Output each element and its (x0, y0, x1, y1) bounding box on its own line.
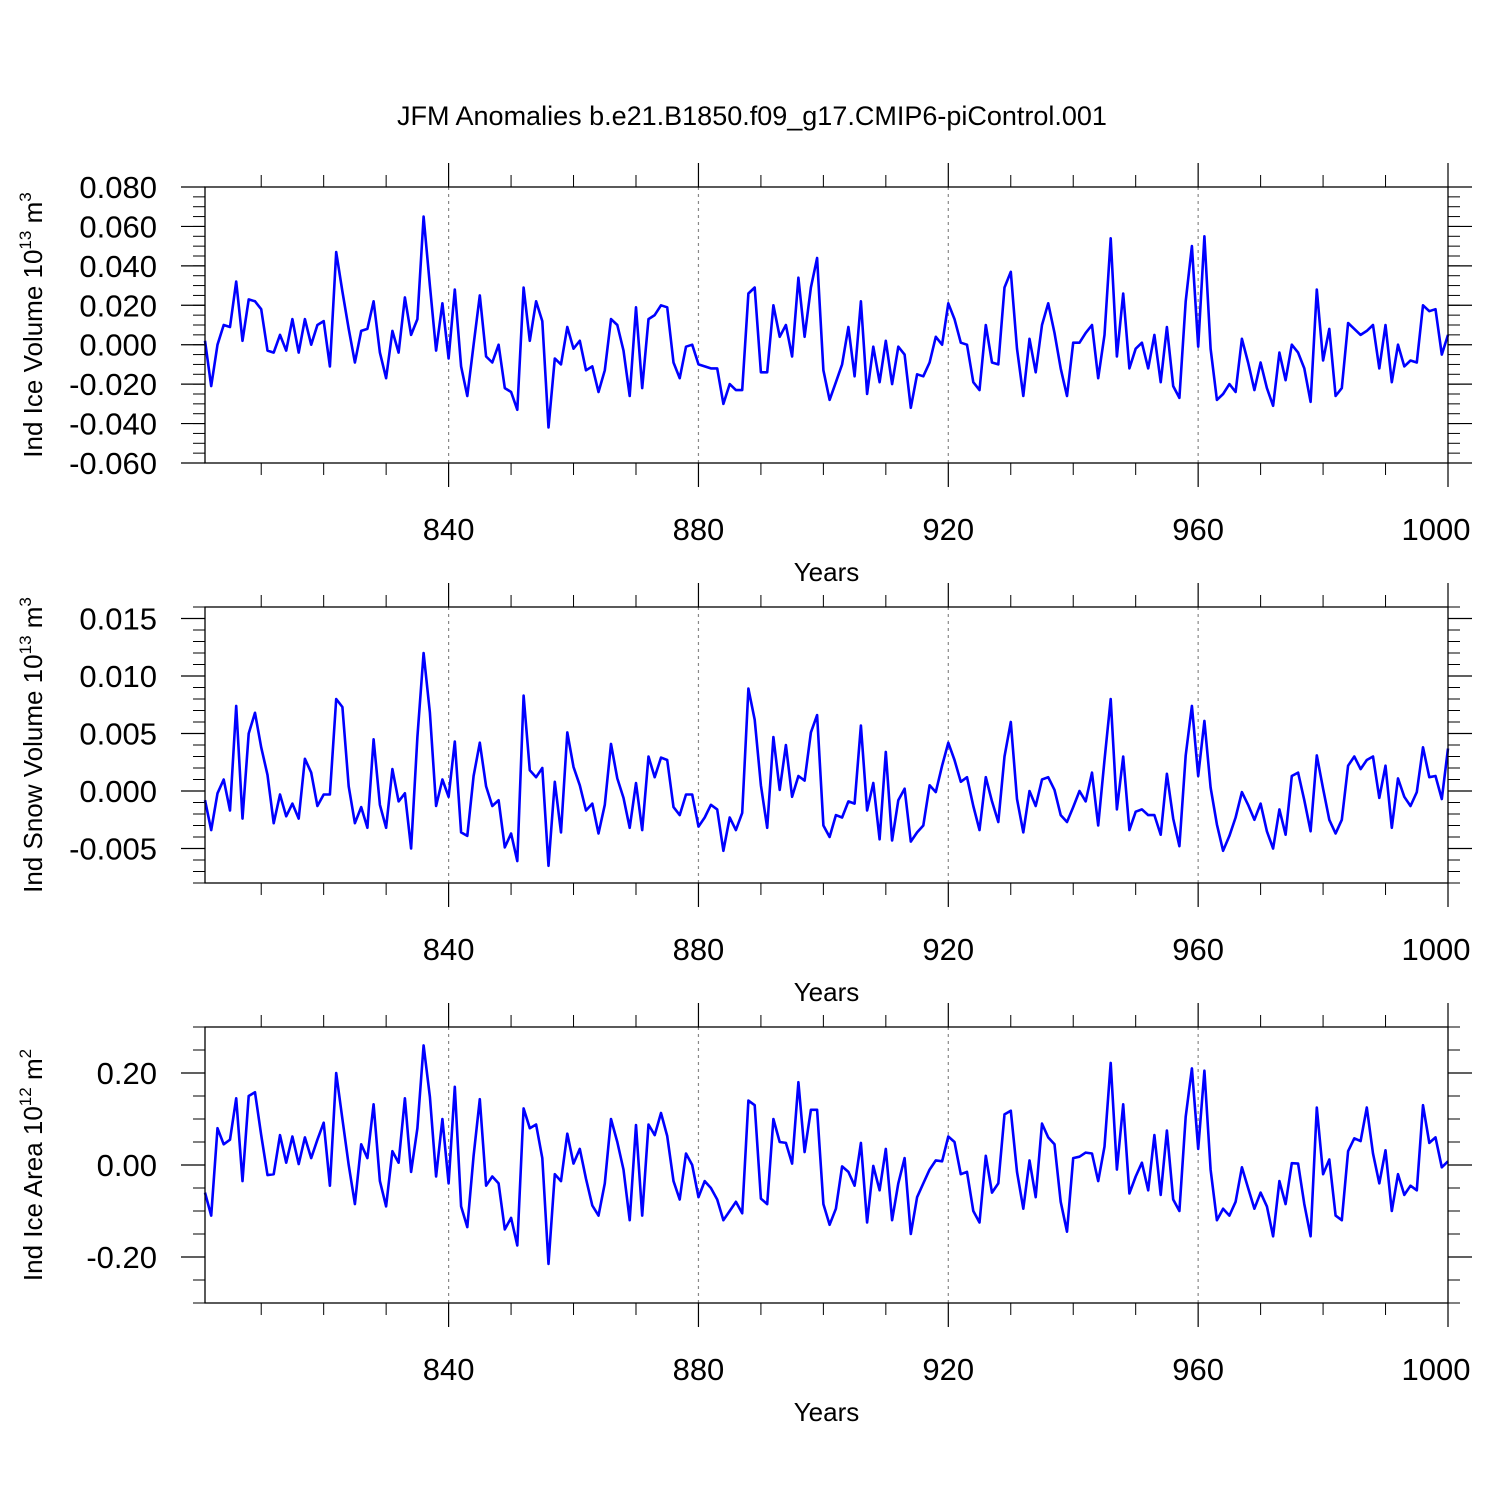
y-tick-label: 0.060 (79, 209, 157, 244)
y-tick-label: 0.080 (79, 170, 157, 205)
x-tick-label: 960 (1172, 1352, 1224, 1387)
x-tick-label: 880 (673, 932, 725, 967)
y-tick-label: -0.005 (69, 832, 157, 867)
x-tick-label: 920 (922, 1352, 974, 1387)
plot-frame (204, 606, 1449, 884)
y-tick-label: 0.020 (79, 288, 157, 323)
chart-title: JFM Anomalies b.e21.B1850.f09_g17.CMIP6-… (397, 101, 1107, 131)
y-axis-label-text: Ind Ice Volume 10 (18, 250, 48, 458)
y-axis-label-exponent: 12 (16, 1087, 35, 1106)
series-line (203, 651, 1450, 868)
x-tick-label: 1000 (1402, 932, 1471, 967)
y-axis-label: Ind Snow Volume 1013 m3 (16, 597, 48, 893)
x-tick-label: 840 (423, 932, 475, 967)
y-axis-label-unit: m (18, 607, 48, 636)
x-axis-label: Years (794, 1397, 860, 1427)
y-tick-label: 0.005 (79, 717, 157, 752)
chart-panel-2: -0.005 0.000 0.005 0.010 0.015 840 880 920 960 10… (16, 583, 1472, 1007)
y-axis-label-exponent: 13 (16, 635, 35, 654)
x-tick-label: 920 (922, 932, 974, 967)
x-tick-label: 960 (1172, 512, 1224, 547)
y-axis-label-unit-exponent: 2 (16, 1049, 35, 1058)
y-tick-label: 0.000 (79, 328, 157, 363)
chart-panel-1: -0.060 -0.040 -0.020 0.000 0.020 0.040 0.060 0.… (16, 163, 1472, 587)
x-tick-label: 920 (922, 512, 974, 547)
y-tick-label: 0.000 (79, 774, 157, 809)
x-axis-label: Years (794, 977, 860, 1007)
y-axis-label-text: Ind Snow Volume 10 (18, 654, 48, 893)
y-axis-label-text: Ind Ice Area 10 (18, 1106, 48, 1281)
x-tick-label: 960 (1172, 932, 1224, 967)
y-axis-label-unit: m (18, 202, 48, 231)
y-tick-label: 0.040 (79, 249, 157, 284)
series-line (203, 215, 1450, 429)
y-tick-label: -0.040 (69, 407, 157, 442)
y-tick-label: -0.020 (69, 367, 157, 402)
y-axis-label-exponent: 13 (16, 231, 35, 250)
y-axis-label: Ind Ice Volume 1013 m3 (16, 192, 48, 457)
y-axis-label-unit: m (18, 1058, 48, 1087)
y-tick-label: 0.010 (79, 659, 157, 694)
x-tick-label: 1000 (1402, 1352, 1471, 1387)
y-axis-label: Ind Ice Area 1012 m2 (16, 1049, 48, 1281)
y-tick-label: 0.20 (97, 1056, 157, 1091)
y-tick-label: -0.060 (69, 446, 157, 481)
y-tick-label: 0.00 (97, 1148, 157, 1183)
x-tick-label: 840 (423, 1352, 475, 1387)
x-tick-label: 1000 (1402, 512, 1471, 547)
y-tick-label: 0.015 (79, 602, 157, 637)
x-axis-label: Years (794, 557, 860, 587)
x-tick-label: 880 (673, 512, 725, 547)
chart-panel-3: -0.20 0.00 0.20 840 880 920 960 1000 Years Ind Ic… (16, 1003, 1472, 1427)
y-tick-label: -0.20 (86, 1240, 157, 1275)
plot-frame (204, 1026, 1449, 1304)
x-tick-label: 840 (423, 512, 475, 547)
y-axis-label-unit-exponent: 3 (16, 597, 35, 606)
x-tick-label: 880 (673, 1352, 725, 1387)
y-axis-label-unit-exponent: 3 (16, 192, 35, 201)
plot-frame (204, 186, 1449, 464)
series-line (203, 1044, 1449, 1266)
